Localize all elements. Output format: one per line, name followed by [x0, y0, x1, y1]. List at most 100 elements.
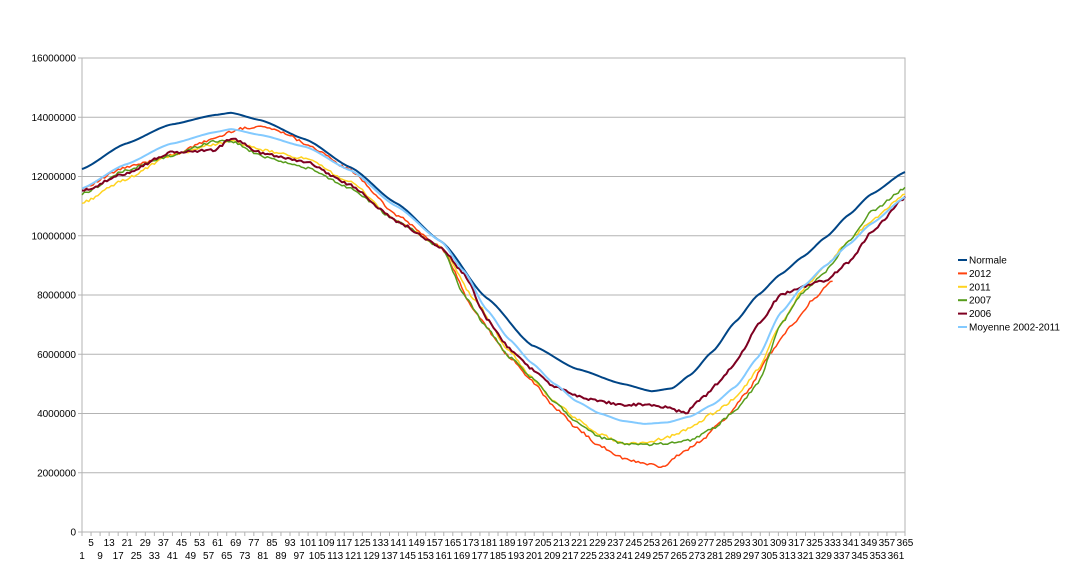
x-tick-label: 173	[463, 538, 480, 549]
x-tick-label: 237	[607, 538, 624, 549]
x-tick-label: 297	[743, 551, 760, 562]
x-tick-label: 77	[248, 538, 260, 549]
x-tick-label: 33	[149, 551, 161, 562]
x-tick-label: 185	[490, 551, 507, 562]
x-tick-label: 157	[426, 538, 443, 549]
series-lines	[81, 111, 906, 469]
x-tick-label: 165	[444, 538, 461, 549]
x-tick-label: 125	[354, 538, 371, 549]
x-tick-label: 153	[417, 551, 434, 562]
x-tick-label: 229	[589, 538, 606, 549]
x-tick-label: 25	[131, 551, 143, 562]
x-tick-label: 345	[851, 551, 868, 562]
y-tick-label: 2000000	[37, 468, 76, 479]
x-tick-label: 97	[293, 551, 305, 562]
y-axis-tick-labels: 0 2000000 4000000 6000000 8000000 10000000 120…	[32, 54, 77, 539]
x-tick-label: 85	[266, 538, 278, 549]
x-tick-label: 321	[797, 551, 814, 562]
x-tick-label: 181	[481, 538, 498, 549]
x-tick-label: 89	[275, 551, 287, 562]
x-tick-label: 145	[399, 551, 416, 562]
x-axis-tick-labels: 5 13 21 29 37 45 53 61 69 77 85 93 101 109 117 125 133 14…	[79, 538, 914, 562]
legend-label: 2011	[969, 282, 991, 293]
x-tick-label: 365	[897, 538, 914, 549]
x-tick-label: 5	[88, 538, 94, 549]
x-tick-label: 289	[725, 551, 742, 562]
legend-label: 2006	[969, 309, 992, 320]
x-tick-label: 45	[176, 538, 188, 549]
x-tick-label: 117	[336, 538, 352, 549]
x-tick-label: 265	[671, 551, 688, 562]
x-tick-label: 221	[571, 538, 588, 549]
x-tick-label: 197	[517, 538, 534, 549]
x-tick-label: 169	[454, 551, 471, 562]
x-tick-label: 309	[770, 538, 787, 549]
y-tick-label: 6000000	[37, 350, 76, 361]
x-tick-label: 249	[634, 551, 651, 562]
x-tick-label: 317	[788, 538, 805, 549]
x-tick-label: 189	[499, 538, 516, 549]
x-tick-label: 137	[381, 551, 398, 562]
series-line	[81, 128, 906, 425]
series-line	[81, 139, 906, 447]
y-tick-label: 14000000	[32, 113, 77, 124]
x-tick-label: 313	[779, 551, 796, 562]
x-tick-label: 353	[870, 551, 887, 562]
y-tick-label: 16000000	[32, 54, 77, 65]
x-tick-label: 357	[879, 538, 896, 549]
x-tick-label: 217	[562, 551, 579, 562]
legend-label: 2007	[969, 296, 992, 307]
legend: Normale 2012 2011 2007 2006 Moyenne 2002-2011	[958, 256, 1060, 334]
x-tick-label: 285	[716, 538, 733, 549]
x-tick-label: 225	[580, 551, 597, 562]
x-tick-label: 281	[707, 551, 724, 562]
x-tick-label: 329	[815, 551, 832, 562]
legend-label: Normale	[969, 256, 1007, 267]
x-tick-label: 161	[435, 551, 452, 562]
x-tick-label: 109	[318, 538, 335, 549]
x-tick-label: 53	[194, 538, 206, 549]
x-tick-label: 257	[652, 551, 669, 562]
x-tick-label: 213	[553, 538, 570, 549]
x-tick-label: 325	[806, 538, 823, 549]
x-tick-label: 361	[888, 551, 905, 562]
x-tick-label: 57	[203, 551, 215, 562]
x-tick-label: 105	[309, 551, 326, 562]
x-tick-label: 201	[526, 551, 543, 562]
series-line	[81, 111, 906, 393]
y-tick-label: 8000000	[37, 291, 76, 302]
x-tick-label: 193	[508, 551, 525, 562]
x-tick-label: 245	[625, 538, 642, 549]
x-tick-label: 253	[643, 538, 660, 549]
axes	[78, 57, 906, 536]
x-tick-label: 233	[598, 551, 615, 562]
x-tick-label: 293	[734, 538, 751, 549]
legend-label: 2012	[969, 269, 992, 280]
x-tick-label: 9	[97, 551, 103, 562]
x-tick-label: 349	[860, 538, 877, 549]
x-tick-label: 37	[158, 538, 170, 549]
series-line	[81, 125, 833, 469]
x-tick-label: 69	[230, 538, 242, 549]
x-tick-label: 301	[752, 538, 769, 549]
x-tick-label: 149	[408, 538, 425, 549]
x-tick-label: 341	[842, 538, 859, 549]
x-tick-label: 93	[284, 538, 296, 549]
x-tick-label: 205	[535, 538, 552, 549]
x-tick-label: 1	[79, 551, 85, 562]
x-tick-label: 61	[212, 538, 224, 549]
x-tick-label: 277	[698, 538, 715, 549]
x-tick-label: 273	[689, 551, 706, 562]
series-line	[81, 137, 906, 415]
x-tick-label: 41	[167, 551, 179, 562]
x-tick-label: 29	[140, 538, 152, 549]
x-tick-label: 141	[390, 538, 407, 549]
x-tick-label: 49	[185, 551, 197, 562]
y-tick-label: 12000000	[32, 172, 77, 183]
x-tick-label: 121	[345, 551, 362, 562]
x-tick-label: 269	[680, 538, 697, 549]
x-tick-label: 241	[616, 551, 633, 562]
x-tick-label: 65	[221, 551, 233, 562]
